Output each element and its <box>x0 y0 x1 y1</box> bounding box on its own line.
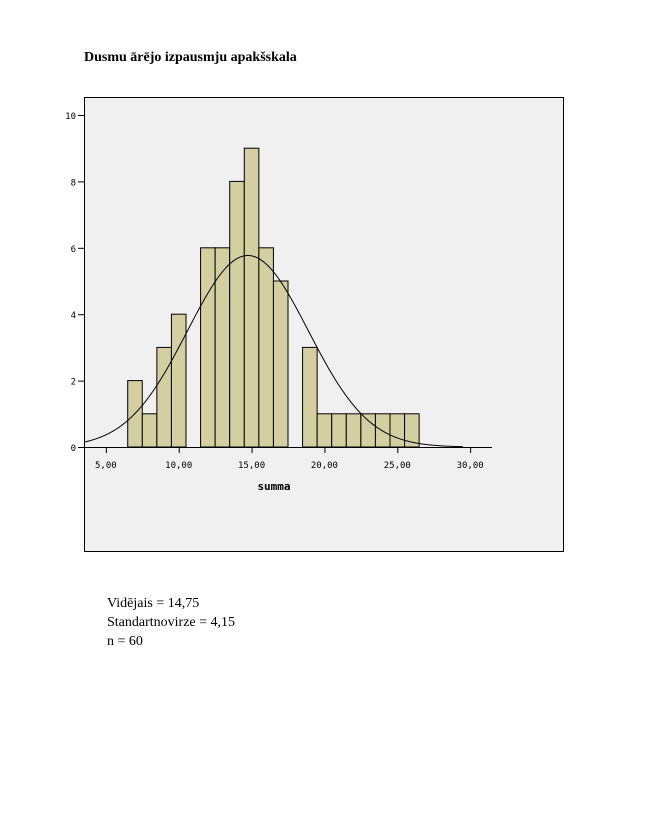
chart-title: Dusmu ārējo izpausmju apakšskala <box>84 50 297 65</box>
chart-frame <box>84 97 564 552</box>
histogram-bar <box>345 413 362 448</box>
y-tick-label: 6 <box>71 245 76 255</box>
histogram-bar <box>302 346 318 448</box>
histogram-bar <box>243 147 260 448</box>
x-tick-label: 15,00 <box>238 461 265 471</box>
y-tick-label: 10 <box>65 112 76 122</box>
histogram-bar <box>374 413 391 448</box>
x-tick-label: 20,00 <box>311 461 338 471</box>
histogram-chart: 0 2 4 6 8 10 5,00 10,00 15,00 20,00 25,00 30,00 su… <box>65 97 564 552</box>
histogram-bar <box>156 346 172 448</box>
x-tick-label: 30,00 <box>457 461 484 471</box>
bars-group <box>127 147 420 448</box>
x-axis-label: summa <box>257 480 290 493</box>
histogram-bar <box>360 413 376 448</box>
x-tick-label: 5,00 <box>95 461 117 471</box>
stats-block: Vidējais = 14,75 Standartnovirze = 4,15 … <box>107 594 235 651</box>
histogram-bar <box>389 413 406 448</box>
histogram-bar <box>229 180 245 448</box>
y-tick-label: 0 <box>71 444 76 454</box>
histogram-bar <box>170 313 187 448</box>
x-ticks-group: 5,00 10,00 15,00 20,00 25,00 30,00 <box>95 447 484 471</box>
histogram-bar <box>258 247 274 448</box>
histogram-bar <box>316 413 333 448</box>
sd-stat: Standartnovirze = 4,15 <box>107 615 236 630</box>
y-tick-label: 2 <box>71 378 76 388</box>
normal-curve <box>83 255 463 448</box>
n-stat: n = 60 <box>107 634 143 649</box>
histogram-bar <box>272 280 289 448</box>
histogram-bar <box>200 247 216 448</box>
histogram-bar <box>141 413 158 448</box>
x-tick-label: 10,00 <box>165 461 192 471</box>
y-tick-label: 4 <box>71 311 76 321</box>
x-tick-label: 25,00 <box>384 461 411 471</box>
y-tick-label: 8 <box>71 178 76 188</box>
mean-stat: Vidējais = 14,75 <box>107 596 200 611</box>
y-ticks-group: 0 2 4 6 8 10 <box>65 112 84 454</box>
histogram-bar <box>331 413 347 448</box>
